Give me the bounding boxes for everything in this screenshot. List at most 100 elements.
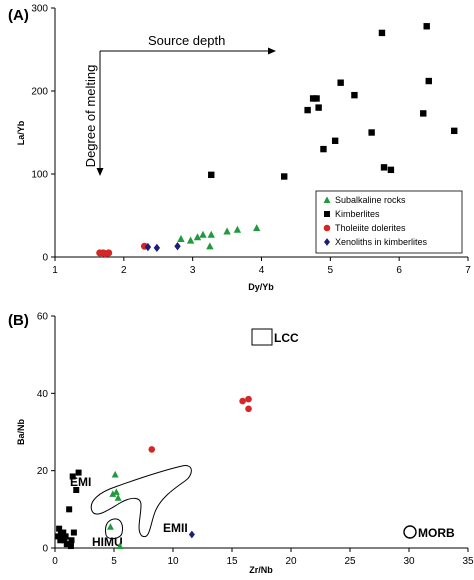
- panel-b-square-point: [60, 529, 67, 536]
- panel-b-circle-point: [245, 395, 252, 403]
- panel-a-triangle-point: [233, 225, 242, 233]
- panel-a-diamond-point: [153, 243, 161, 253]
- panel-b-x-tick-label: 0: [52, 556, 58, 567]
- panel-a-triangle-point: [253, 224, 261, 232]
- panel-b-x-tick-label: 20: [285, 556, 297, 567]
- panel-b-square-point: [57, 537, 64, 544]
- panel-b-circle-point: [148, 446, 156, 453]
- panel-b: (B) 0 20 40 60 0 5 10 15 20 25 30 35 Ba/Nb Zr/Nb L…: [8, 312, 474, 576]
- panel-b-x-axis-label: Zr/Nb: [249, 565, 273, 575]
- legend-marker-circle: [323, 224, 331, 232]
- panel-b-x-tick-label: 30: [403, 556, 415, 567]
- panel-a-triangle-point: [193, 233, 202, 241]
- panel-b-x-tick-label: 35: [462, 556, 474, 567]
- panel-a-y-tick-label: 200: [31, 87, 48, 98]
- panel-b-x-tick-label: 10: [167, 556, 179, 567]
- panel-a-square-point: [351, 91, 358, 99]
- source-depth-annotation: Source depth: [148, 33, 225, 48]
- panel-b-square-point: [61, 537, 68, 544]
- panel-b-square-point: [73, 487, 80, 493]
- lcc-field-box: [251, 328, 273, 346]
- panel-a-triangle-point: [223, 227, 231, 235]
- panel-a-square-point: [331, 137, 339, 144]
- panel-a-y-tick-label: 100: [31, 170, 48, 181]
- panel-b-y-tick-label: 60: [37, 312, 49, 323]
- degree-of-melting-annotation: Degree of melting: [83, 65, 98, 168]
- panel-a-x-tick-label: 7: [465, 265, 471, 276]
- panel-b-y-ticks: 0 20 40 60: [37, 312, 55, 555]
- panel-a-x-tick-label: 3: [190, 265, 196, 276]
- panel-a-square-point: [320, 145, 327, 153]
- panel-b-square-point: [59, 533, 66, 540]
- panel-a-circle-point: [105, 249, 113, 257]
- panel-b-y-tick-label: 40: [37, 389, 49, 400]
- panel-b-square-point: [70, 529, 77, 536]
- panel-a-square-point: [337, 79, 344, 86]
- legend-entry-label: Xenoliths in kimberlites: [335, 237, 428, 247]
- panel-b-x-ticks: 0 5 10 15 20 25 30 35: [52, 548, 474, 567]
- panel-a-data-points: [96, 23, 458, 258]
- legend-entry-label: Tholeiite dolerites: [335, 223, 406, 233]
- panel-b-square-point: [63, 541, 70, 548]
- panel-a-square-point: [420, 110, 427, 117]
- panel-b-square-point: [62, 533, 69, 540]
- panel-a-y-ticks: 0 100 200 300: [31, 4, 55, 264]
- panel-a-triangle-point: [177, 234, 185, 242]
- panel-a-square-point: [423, 23, 430, 30]
- panel-b-triangle-point: [107, 523, 114, 530]
- panel-a-triangle-point: [207, 230, 215, 238]
- legend-marker-diamond: [324, 238, 330, 246]
- legend-entry-label: Subalkaline rocks: [335, 195, 406, 205]
- panel-a-triangle-point: [186, 236, 195, 244]
- panel-b-triangle-point: [112, 488, 120, 495]
- panel-a: (A) 0 100 200 300 1 2 3 4 5 6 7 La/Yb Dy/Yb Sourc…: [8, 4, 471, 293]
- panel-b-square-point: [69, 473, 76, 480]
- panel-a-square-point: [387, 166, 395, 174]
- panel-b-data-points: [55, 395, 252, 550]
- panel-a-square-point: [451, 127, 458, 135]
- panel-b-triangle-point: [109, 490, 117, 497]
- legend-box: [315, 190, 463, 254]
- panel-b-x-tick-label: 15: [226, 556, 238, 567]
- source-depth-arrow: [100, 47, 276, 55]
- legend-entry-label: Kimberlites: [335, 209, 380, 219]
- panel-a-square-point: [368, 129, 375, 136]
- lcc-label: LCC: [274, 331, 299, 345]
- panel-a-square-point: [309, 95, 317, 102]
- panel-a-square-point: [208, 171, 215, 179]
- panel-a-square-point: [378, 29, 386, 37]
- morb-field-circle: [403, 525, 417, 539]
- panel-a-y-tick-label: 300: [31, 4, 48, 15]
- panel-a-label: (A): [8, 7, 29, 24]
- panel-a-y-tick-label: 0: [42, 253, 48, 264]
- degree-of-melting-arrow: [96, 51, 104, 176]
- panel-a-square-point: [315, 104, 322, 111]
- panel-b-circle-point: [239, 397, 246, 405]
- panel-a-x-tick-label: 1: [52, 265, 58, 276]
- panel-a-triangle-point: [206, 242, 214, 250]
- panel-b-triangle-point: [114, 494, 122, 501]
- panel-a-square-point: [425, 77, 432, 85]
- panel-b-square-point: [66, 506, 73, 513]
- panel-b-x-tick-label: 5: [111, 556, 117, 567]
- panel-b-circle-point: [245, 405, 252, 413]
- panel-b-y-tick-label: 20: [37, 466, 49, 477]
- panel-b-square-point: [67, 543, 74, 550]
- emi-emii-field: [90, 465, 192, 538]
- panel-b-y-tick-label: 0: [42, 544, 48, 555]
- panel-a-y-axis-label: La/Yb: [16, 120, 26, 145]
- morb-label: MORB: [418, 526, 455, 540]
- panel-a-x-tick-label: 2: [121, 265, 127, 276]
- panel-b-diamond-point: [188, 530, 195, 539]
- panel-b-triangle-point: [111, 470, 119, 478]
- panel-a-square-point: [281, 173, 288, 180]
- himu-label: HIMU: [92, 535, 123, 549]
- legend: Subalkaline rocks Kimberlites Tholeiite do…: [315, 190, 463, 254]
- legend-marker-triangle: [323, 196, 331, 203]
- panel-a-square-point: [313, 95, 320, 102]
- panel-a-x-ticks: 1 2 3 4 5 6 7: [52, 257, 471, 276]
- panel-b-label: (B): [8, 312, 29, 329]
- himu-field: [105, 518, 123, 540]
- legend-items: Subalkaline rocks Kimberlites Tholeiite do…: [323, 195, 428, 247]
